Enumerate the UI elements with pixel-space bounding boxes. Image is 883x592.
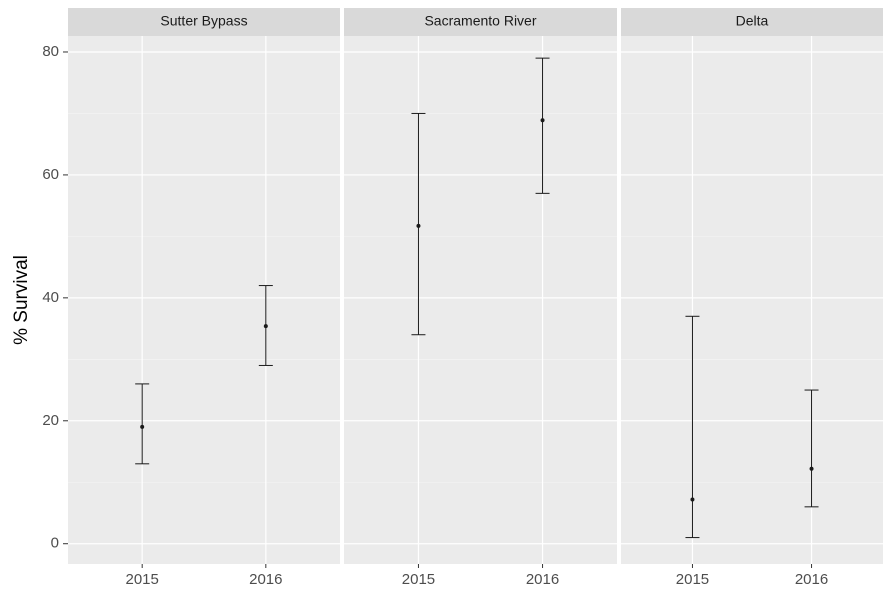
y-tick-label: 60 (42, 166, 59, 183)
point (140, 424, 145, 429)
x-tick-label: 2015 (125, 571, 158, 588)
y-axis-label: % Survival (11, 255, 32, 345)
point (416, 223, 421, 228)
x-tick-label: 2015 (402, 571, 435, 588)
x-tick-label: 2015 (676, 571, 709, 588)
point (809, 466, 814, 471)
strip (68, 8, 340, 36)
strip-label: Sacramento River (424, 13, 536, 29)
y-tick-label: 40 (42, 289, 59, 306)
y-tick-label: 80 (42, 43, 59, 60)
y-tick-label: 20 (42, 412, 59, 429)
strip (344, 8, 617, 36)
strip-label: Delta (736, 13, 769, 29)
x-tick-label: 2016 (526, 571, 559, 588)
point (540, 118, 545, 123)
y-tick-label: 0 (51, 535, 59, 552)
x-tick-label: 2016 (795, 571, 828, 588)
point (690, 497, 695, 502)
strip-label: Sutter Bypass (160, 13, 247, 29)
x-tick-label: 2016 (249, 571, 282, 588)
strip (621, 8, 883, 36)
panel (621, 36, 883, 564)
panel (68, 36, 340, 564)
point (263, 324, 268, 329)
panel (344, 36, 617, 564)
